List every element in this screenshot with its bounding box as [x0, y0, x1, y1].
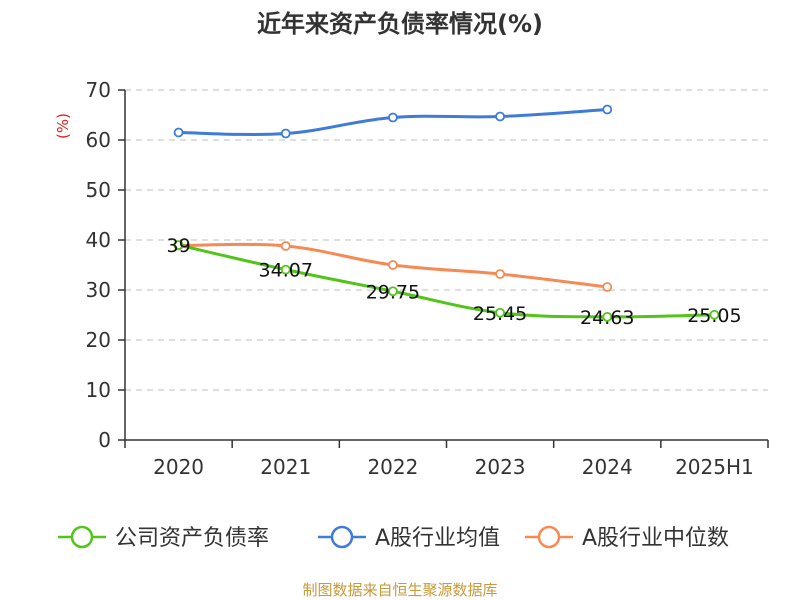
- data-point: [709, 309, 720, 320]
- x-tick-label: 2025H1: [675, 455, 754, 479]
- gridlines: [125, 89, 768, 391]
- y-tick-label: 50: [86, 178, 111, 202]
- x-tick-label: 2020: [153, 455, 204, 479]
- source-footer: 制图数据来自恒生聚源数据库: [302, 581, 497, 599]
- data-point: [388, 286, 398, 297]
- series-line: [178, 243, 715, 319]
- data-point: [495, 307, 505, 318]
- legend-marker: [70, 525, 94, 549]
- legend[interactable]: 公司资产负债率 A股行业均值 A股行业中位数: [58, 525, 729, 551]
- data-label: 25.45: [473, 303, 527, 325]
- data-point: [495, 111, 505, 122]
- x-tick-label: 2023: [475, 455, 526, 479]
- data-point: [602, 282, 613, 292]
- data-point: [173, 127, 184, 138]
- data-label: 34.07: [259, 260, 313, 282]
- data-point: [388, 112, 398, 123]
- legend-marker: [537, 525, 561, 549]
- series-lines: [173, 104, 720, 322]
- y-tick-label: 20: [86, 328, 111, 352]
- x-tick-label: 2024: [582, 455, 633, 479]
- y-tick-label: 40: [86, 228, 111, 252]
- legend-label: A股行业均值: [375, 526, 500, 551]
- y-tick-label: 30: [86, 278, 111, 302]
- data-point: [280, 128, 291, 139]
- chart-title: 近年来资产负债率情况(%): [257, 10, 543, 38]
- data-point: [280, 241, 291, 251]
- legend-label: 公司资产负债率: [115, 526, 269, 551]
- y-tick-label: 60: [86, 128, 111, 152]
- legend-item[interactable]: A股行业均值: [318, 525, 500, 551]
- y-axis-label: (%): [54, 113, 72, 139]
- legend-label: A股行业中位数: [582, 526, 729, 551]
- x-tick-label: 2021: [260, 455, 311, 479]
- y-tick-label: 10: [86, 378, 111, 402]
- data-point: [495, 269, 505, 279]
- y-tick-label: 0: [98, 428, 111, 452]
- data-point: [602, 311, 613, 322]
- data-label: 25.05: [687, 305, 741, 327]
- data-point: [173, 240, 184, 250]
- legend-marker: [330, 525, 354, 549]
- data-label: 39: [166, 235, 190, 257]
- data-label: 29.75: [366, 281, 420, 303]
- legend-item[interactable]: 公司资产负债率: [58, 525, 269, 551]
- data-point: [388, 260, 398, 270]
- axes: 0 10 20 30 40 50 60 70 2020 2021 2022 2023 2024 2025H…: [86, 78, 769, 479]
- data-label: 24.63: [580, 307, 634, 329]
- legend-item[interactable]: A股行业中位数: [525, 525, 729, 551]
- x-tick-label: 2022: [367, 455, 418, 479]
- data-point: [602, 104, 613, 115]
- data-point: [280, 264, 291, 275]
- y-tick-label: 70: [86, 78, 111, 102]
- data-labels: 39 34.07 29.75 25.45 24.63 25.05: [166, 235, 741, 329]
